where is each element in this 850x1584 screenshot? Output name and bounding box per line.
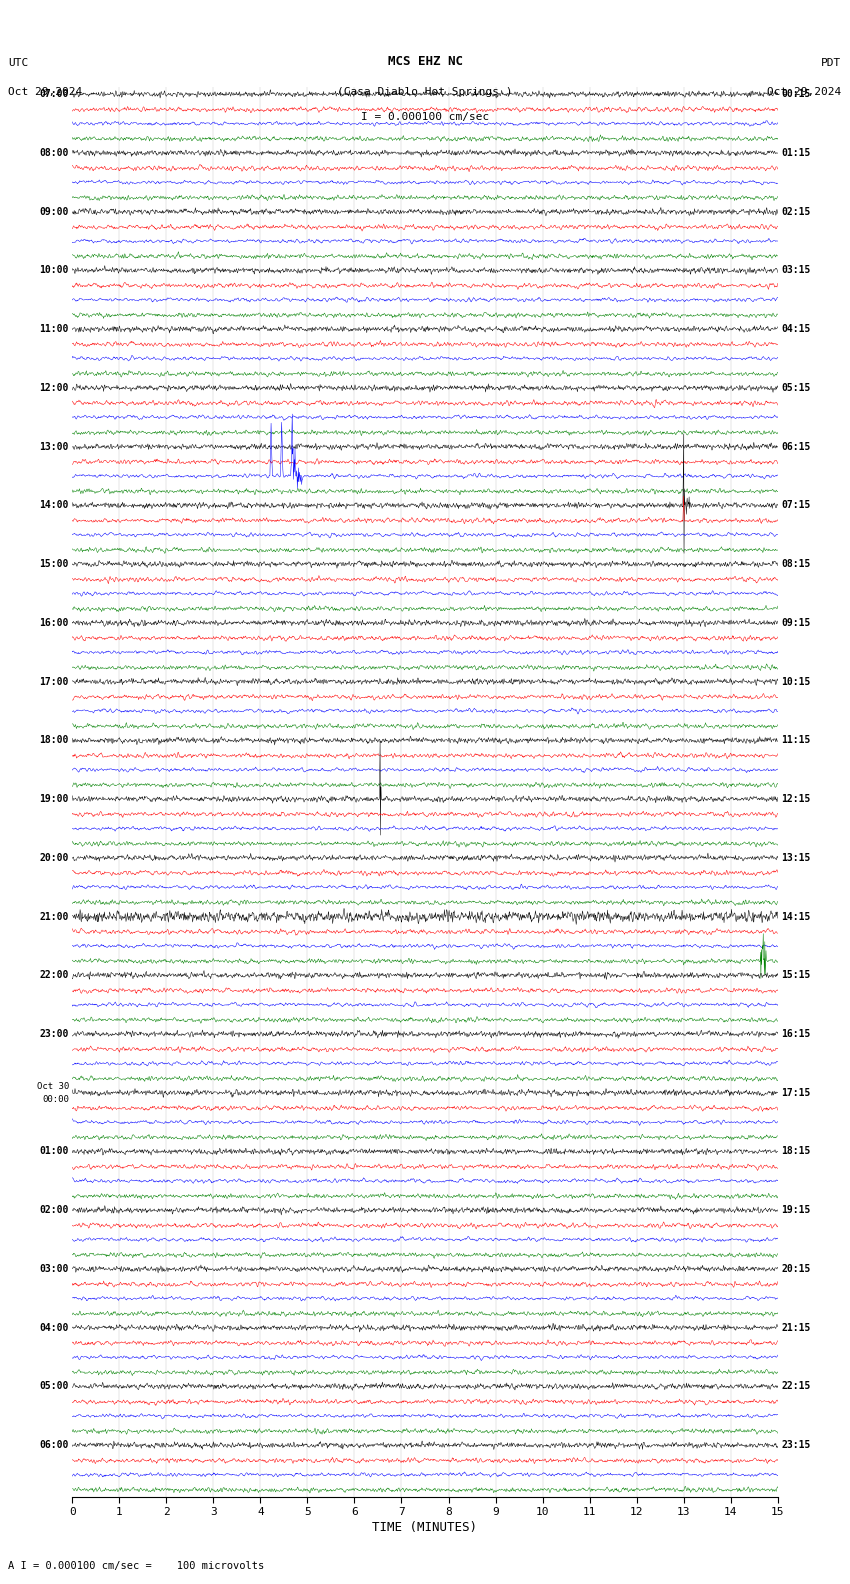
Text: 20:00: 20:00: [39, 852, 69, 863]
Text: 08:15: 08:15: [781, 559, 811, 569]
Text: 19:15: 19:15: [781, 1205, 811, 1215]
Text: 01:00: 01:00: [39, 1147, 69, 1156]
Text: (Casa Diablo Hot Springs ): (Casa Diablo Hot Springs ): [337, 87, 513, 97]
Text: PDT: PDT: [821, 59, 842, 68]
Text: 09:15: 09:15: [781, 618, 811, 627]
Text: 23:00: 23:00: [39, 1030, 69, 1039]
Text: 02:15: 02:15: [781, 206, 811, 217]
Text: 14:15: 14:15: [781, 911, 811, 922]
Text: 12:00: 12:00: [39, 383, 69, 393]
Text: 03:15: 03:15: [781, 266, 811, 276]
Text: 05:00: 05:00: [39, 1381, 69, 1391]
Text: 23:15: 23:15: [781, 1440, 811, 1451]
Text: 18:15: 18:15: [781, 1147, 811, 1156]
Text: 03:00: 03:00: [39, 1264, 69, 1274]
Text: 07:15: 07:15: [781, 501, 811, 510]
Text: 20:15: 20:15: [781, 1264, 811, 1274]
Text: 06:15: 06:15: [781, 442, 811, 451]
Text: Oct 30: Oct 30: [37, 1082, 69, 1091]
Text: 21:15: 21:15: [781, 1323, 811, 1332]
Text: 22:00: 22:00: [39, 971, 69, 980]
Text: 21:00: 21:00: [39, 911, 69, 922]
Text: I = 0.000100 cm/sec: I = 0.000100 cm/sec: [361, 112, 489, 122]
Text: Oct 29,2024: Oct 29,2024: [8, 87, 82, 97]
Text: 11:00: 11:00: [39, 325, 69, 334]
Text: 16:00: 16:00: [39, 618, 69, 627]
Text: 13:15: 13:15: [781, 852, 811, 863]
Text: 12:15: 12:15: [781, 794, 811, 805]
Text: 00:15: 00:15: [781, 89, 811, 100]
Text: MCS EHZ NC: MCS EHZ NC: [388, 55, 462, 68]
Text: 11:15: 11:15: [781, 735, 811, 746]
Text: 16:15: 16:15: [781, 1030, 811, 1039]
Text: UTC: UTC: [8, 59, 29, 68]
Text: 15:00: 15:00: [39, 559, 69, 569]
Text: 02:00: 02:00: [39, 1205, 69, 1215]
Text: 17:15: 17:15: [781, 1088, 811, 1098]
X-axis label: TIME (MINUTES): TIME (MINUTES): [372, 1522, 478, 1535]
Text: 13:00: 13:00: [39, 442, 69, 451]
Text: 14:00: 14:00: [39, 501, 69, 510]
Text: 10:15: 10:15: [781, 676, 811, 686]
Text: 07:00: 07:00: [39, 89, 69, 100]
Text: 17:00: 17:00: [39, 676, 69, 686]
Text: 05:15: 05:15: [781, 383, 811, 393]
Text: 08:00: 08:00: [39, 147, 69, 158]
Text: 04:15: 04:15: [781, 325, 811, 334]
Text: Oct 29,2024: Oct 29,2024: [768, 87, 842, 97]
Text: 04:00: 04:00: [39, 1323, 69, 1332]
Text: 15:15: 15:15: [781, 971, 811, 980]
Text: 06:00: 06:00: [39, 1440, 69, 1451]
Text: 18:00: 18:00: [39, 735, 69, 746]
Text: 19:00: 19:00: [39, 794, 69, 805]
Text: 10:00: 10:00: [39, 266, 69, 276]
Text: A I = 0.000100 cm/sec =    100 microvolts: A I = 0.000100 cm/sec = 100 microvolts: [8, 1562, 264, 1571]
Text: 09:00: 09:00: [39, 206, 69, 217]
Text: 00:00: 00:00: [42, 1095, 69, 1104]
Text: 01:15: 01:15: [781, 147, 811, 158]
Text: 22:15: 22:15: [781, 1381, 811, 1391]
